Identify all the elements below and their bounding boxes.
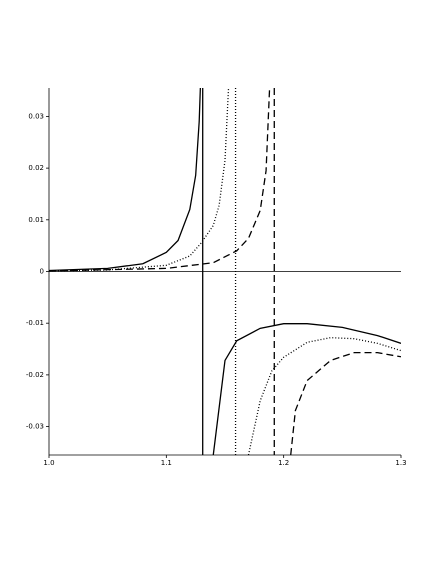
curve (49, 88, 401, 455)
x-tick-label: 1.3 (395, 459, 406, 467)
y-tick-label: 0.01 (28, 216, 44, 224)
y-tick-label: 0 (40, 268, 44, 276)
curve (49, 88, 401, 455)
plot-area (49, 88, 401, 455)
x-tick-label: 1.0 (43, 459, 54, 467)
y-tick-label: 0.02 (28, 164, 44, 172)
x-tick-label: 1.1 (161, 459, 172, 467)
x-tick-label: 1.2 (278, 459, 289, 467)
y-tick-label: 0.03 (28, 112, 44, 120)
curve (49, 88, 401, 455)
y-tick-label: -0.02 (26, 371, 44, 379)
y-tick-label: -0.03 (26, 423, 44, 431)
y-tick-label: -0.01 (26, 319, 44, 327)
